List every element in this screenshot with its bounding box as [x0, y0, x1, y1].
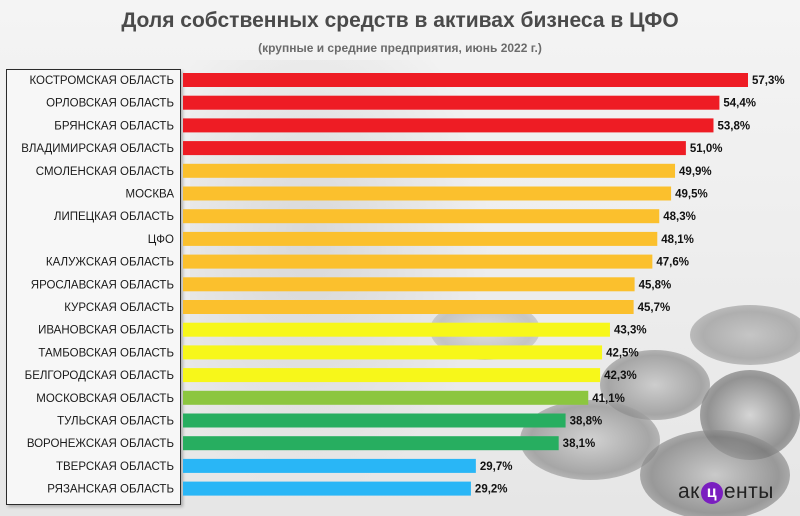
bar [183, 300, 634, 314]
logo-text-end: енты [723, 480, 774, 503]
logo-mark: ц [700, 482, 723, 504]
data-label: 41,1% [592, 393, 625, 405]
category-label: КУРСКАЯ ОБЛАСТЬ [64, 302, 174, 314]
chart-title: Доля собственных средств в активах бизне… [121, 9, 679, 32]
bar [183, 95, 720, 110]
bar [183, 390, 589, 405]
data-label: 38,8% [570, 416, 603, 428]
category-label: ВЛАДИМИРСКАЯ ОБЛАСТЬ [21, 143, 174, 155]
bar [183, 322, 610, 337]
category-label: СМОЛЕНСКАЯ ОБЛАСТЬ [36, 166, 174, 178]
category-label: ИВАНОВСКАЯ ОБЛАСТЬ [38, 325, 174, 337]
data-label: 29,2% [475, 484, 508, 496]
category-label: ОРЛОВСКАЯ ОБЛАСТЬ [46, 98, 174, 110]
category-label: КАЛУЖСКАЯ ОБЛАСТЬ [46, 257, 174, 269]
data-label: 49,9% [679, 166, 712, 178]
data-label: 51,0% [690, 143, 723, 155]
bar [183, 413, 566, 428]
category-label: ЛИПЕЦКАЯ ОБЛАСТЬ [54, 211, 174, 223]
category-label: МОСКВА [126, 189, 175, 201]
bar [183, 436, 559, 451]
category-label: ТАМБОВСКАЯ ОБЛАСТЬ [38, 347, 174, 359]
category-label: ТУЛЬСКАЯ ОБЛАСТЬ [57, 416, 174, 428]
bar [183, 73, 748, 87]
bar [183, 481, 471, 496]
data-label: 42,3% [604, 370, 637, 382]
category-label-panel [6, 69, 181, 505]
bar [183, 368, 601, 383]
category-label: МОСКОВСКАЯ ОБЛАСТЬ [36, 393, 174, 405]
bar [183, 231, 658, 246]
bar [183, 209, 660, 224]
bar [183, 458, 476, 473]
data-label: 49,5% [675, 189, 708, 201]
data-label: 45,7% [638, 302, 671, 314]
data-label: 29,7% [480, 461, 513, 473]
category-label: ЦФО [148, 234, 174, 246]
data-label: 57,3% [752, 75, 785, 87]
data-label: 53,8% [717, 120, 750, 132]
data-label: 38,1% [563, 438, 596, 450]
bar [183, 141, 686, 156]
category-label: БРЯНСКАЯ ОБЛАСТЬ [54, 120, 174, 132]
data-label: 54,4% [723, 98, 756, 110]
data-label: 47,6% [656, 257, 689, 269]
bar [183, 163, 676, 178]
bar [183, 186, 672, 201]
bar [183, 345, 603, 360]
category-label: РЯЗАНСКАЯ ОБЛАСТЬ [47, 484, 174, 496]
category-label: ТВЕРСКАЯ ОБЛАСТЬ [56, 461, 174, 473]
category-label: ВОРОНЕЖСКАЯ ОБЛАСТЬ [27, 438, 174, 450]
data-label: 45,8% [639, 279, 672, 291]
bar [183, 277, 635, 292]
category-label: ЯРОСЛАВСКАЯ ОБЛАСТЬ [31, 279, 174, 291]
brand-logo: ак ц енты [678, 480, 774, 504]
bar [183, 118, 714, 133]
data-label: 48,1% [661, 234, 694, 246]
category-label: БЕЛГОРОДСКАЯ ОБЛАСТЬ [25, 370, 174, 382]
chart-subtitle: (крупные и средние предприятия, июнь 202… [258, 41, 542, 55]
data-label: 48,3% [663, 211, 696, 223]
logo-text-start: ак [678, 480, 700, 503]
data-label: 42,5% [606, 347, 639, 359]
category-label: КОСТРОМСКАЯ ОБЛАСТЬ [29, 75, 174, 87]
bar [183, 254, 653, 269]
data-label: 43,3% [614, 325, 647, 337]
